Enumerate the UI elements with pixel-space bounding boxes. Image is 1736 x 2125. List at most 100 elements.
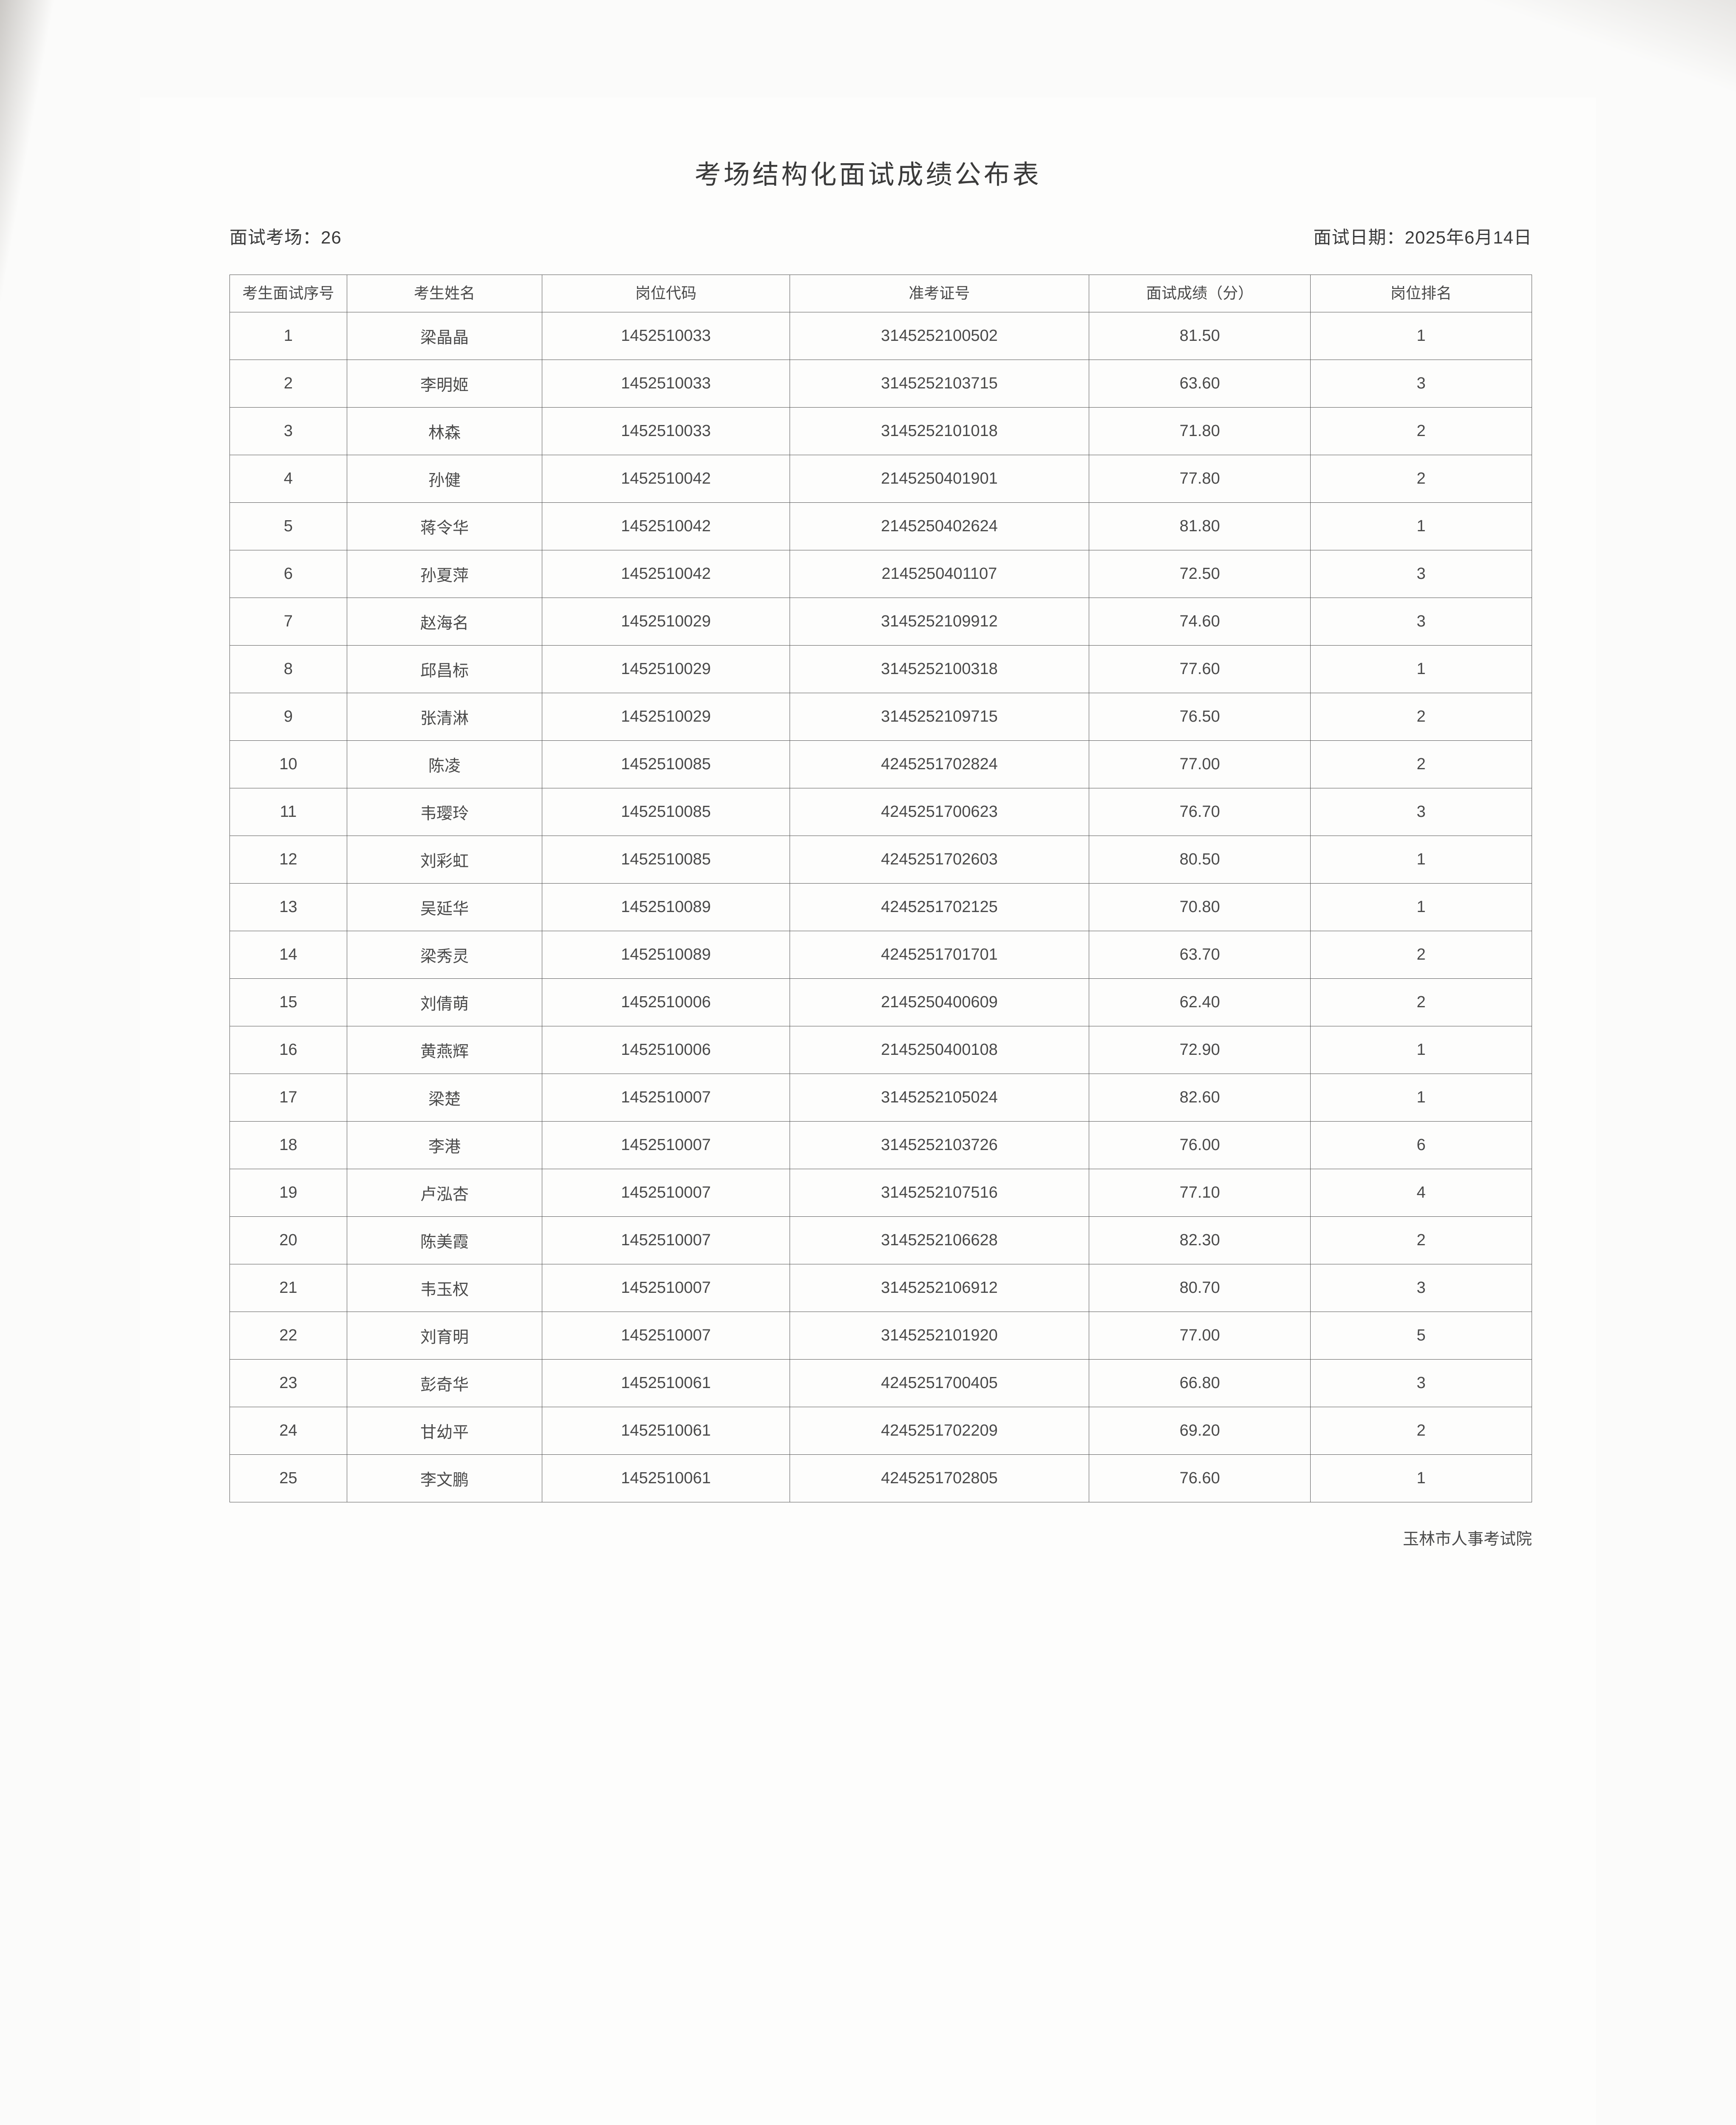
cell-position-code: 1452510042 xyxy=(542,550,790,598)
cell-score: 72.90 xyxy=(1089,1026,1311,1074)
cell-name: 梁晶晶 xyxy=(347,312,542,360)
cell-name: 卢泓杏 xyxy=(347,1169,542,1216)
cell-position-code: 1452510029 xyxy=(542,645,790,693)
cell-position-code: 1452510029 xyxy=(542,598,790,645)
exam-date-field: 面试日期：2025年6月14日 xyxy=(1313,223,1532,249)
cell-exam-number: 4245251702603 xyxy=(790,836,1089,883)
cell-position-code: 1452510007 xyxy=(542,1074,790,1121)
table-row: 4 孙健 1452510042 2145250401901 77.80 2 xyxy=(230,455,1532,502)
cell-seq: 8 xyxy=(230,645,347,693)
cell-name: 黄燕辉 xyxy=(347,1026,542,1074)
cell-exam-number: 3145252101018 xyxy=(790,407,1089,455)
cell-position-code: 1452510061 xyxy=(542,1359,790,1407)
cell-rank: 2 xyxy=(1311,693,1532,740)
cell-position-code: 1452510007 xyxy=(542,1121,790,1169)
cell-rank: 5 xyxy=(1311,1312,1532,1359)
cell-exam-number: 2145250400609 xyxy=(790,978,1089,1026)
cell-name: 张清淋 xyxy=(347,693,542,740)
cell-name: 韦玉权 xyxy=(347,1264,542,1312)
cell-rank: 3 xyxy=(1311,360,1532,407)
cell-seq: 3 xyxy=(230,407,347,455)
cell-name: 彭奇华 xyxy=(347,1359,542,1407)
cell-name: 陈凌 xyxy=(347,740,542,788)
cell-name: 蒋令华 xyxy=(347,502,542,550)
cell-exam-number: 2145250401901 xyxy=(790,455,1089,502)
cell-seq: 14 xyxy=(230,931,347,978)
cell-seq: 19 xyxy=(230,1169,347,1216)
cell-rank: 3 xyxy=(1311,788,1532,836)
cell-name: 邱昌标 xyxy=(347,645,542,693)
col-header-name: 考生姓名 xyxy=(347,275,542,312)
cell-name: 孙夏萍 xyxy=(347,550,542,598)
table-row: 17 梁楚 1452510007 3145252105024 82.60 1 xyxy=(230,1074,1532,1121)
cell-exam-number: 3145252107516 xyxy=(790,1169,1089,1216)
cell-position-code: 1452510061 xyxy=(542,1407,790,1454)
table-row: 24 甘幼平 1452510061 4245251702209 69.20 2 xyxy=(230,1407,1532,1454)
cell-position-code: 1452510085 xyxy=(542,740,790,788)
table-row: 15 刘倩萌 1452510006 2145250400609 62.40 2 xyxy=(230,978,1532,1026)
cell-exam-number: 4245251700405 xyxy=(790,1359,1089,1407)
cell-seq: 10 xyxy=(230,740,347,788)
cell-seq: 15 xyxy=(230,978,347,1026)
cell-name: 李明姬 xyxy=(347,360,542,407)
table-row: 18 李港 1452510007 3145252103726 76.00 6 xyxy=(230,1121,1532,1169)
table-row: 6 孙夏萍 1452510042 2145250401107 72.50 3 xyxy=(230,550,1532,598)
cell-name: 吴延华 xyxy=(347,883,542,931)
cell-position-code: 1452510033 xyxy=(542,360,790,407)
cell-position-code: 1452510029 xyxy=(542,693,790,740)
cell-seq: 20 xyxy=(230,1216,347,1264)
cell-position-code: 1452510006 xyxy=(542,978,790,1026)
cell-score: 63.60 xyxy=(1089,360,1311,407)
scanned-document-photo: 考场结构化面试成绩公布表 面试考场：26 面试日期：2025年6月14日 xyxy=(0,0,1736,2125)
cell-seq: 11 xyxy=(230,788,347,836)
cell-name: 孙健 xyxy=(347,455,542,502)
cell-score: 66.80 xyxy=(1089,1359,1311,1407)
cell-seq: 24 xyxy=(230,1407,347,1454)
cell-rank: 6 xyxy=(1311,1121,1532,1169)
cell-seq: 18 xyxy=(230,1121,347,1169)
cell-seq: 16 xyxy=(230,1026,347,1074)
cell-name: 韦璎玲 xyxy=(347,788,542,836)
cell-score: 71.80 xyxy=(1089,407,1311,455)
cell-position-code: 1452510006 xyxy=(542,1026,790,1074)
cell-name: 刘彩虹 xyxy=(347,836,542,883)
cell-seq: 7 xyxy=(230,598,347,645)
cell-seq: 23 xyxy=(230,1359,347,1407)
cell-name: 甘幼平 xyxy=(347,1407,542,1454)
cell-score: 80.50 xyxy=(1089,836,1311,883)
cell-rank: 1 xyxy=(1311,883,1532,931)
cell-rank: 3 xyxy=(1311,550,1532,598)
col-header-score: 面试成绩（分） xyxy=(1089,275,1311,312)
cell-rank: 4 xyxy=(1311,1169,1532,1216)
table-header-row: 考生面试序号 考生姓名 岗位代码 准考证号 面试成绩（分） 岗位排名 xyxy=(230,275,1532,312)
cell-position-code: 1452510061 xyxy=(542,1454,790,1502)
table-row: 1 梁晶晶 1452510033 3145252100502 81.50 1 xyxy=(230,312,1532,360)
cell-seq: 5 xyxy=(230,502,347,550)
cell-seq: 12 xyxy=(230,836,347,883)
cell-position-code: 1452510089 xyxy=(542,883,790,931)
cell-exam-number: 3145252109912 xyxy=(790,598,1089,645)
cell-seq: 9 xyxy=(230,693,347,740)
cell-seq: 21 xyxy=(230,1264,347,1312)
table-row: 16 黄燕辉 1452510006 2145250400108 72.90 1 xyxy=(230,1026,1532,1074)
table-row: 19 卢泓杏 1452510007 3145252107516 77.10 4 xyxy=(230,1169,1532,1216)
cell-exam-number: 2145250401107 xyxy=(790,550,1089,598)
issuing-organization: 玉林市人事考试院 xyxy=(140,1526,1532,1549)
cell-seq: 2 xyxy=(230,360,347,407)
cell-rank: 2 xyxy=(1311,1216,1532,1264)
cell-exam-number: 3145252103715 xyxy=(790,360,1089,407)
cell-rank: 1 xyxy=(1311,836,1532,883)
cell-position-code: 1452510089 xyxy=(542,931,790,978)
cell-rank: 1 xyxy=(1311,645,1532,693)
cell-rank: 3 xyxy=(1311,1359,1532,1407)
cell-seq: 4 xyxy=(230,455,347,502)
cell-exam-number: 2145250402624 xyxy=(790,502,1089,550)
table-row: 22 刘育明 1452510007 3145252101920 77.00 5 xyxy=(230,1312,1532,1359)
cell-rank: 2 xyxy=(1311,455,1532,502)
cell-score: 81.50 xyxy=(1089,312,1311,360)
cell-rank: 2 xyxy=(1311,931,1532,978)
cell-name: 刘育明 xyxy=(347,1312,542,1359)
cell-rank: 1 xyxy=(1311,1026,1532,1074)
cell-name: 林森 xyxy=(347,407,542,455)
col-header-exam-number: 准考证号 xyxy=(790,275,1089,312)
